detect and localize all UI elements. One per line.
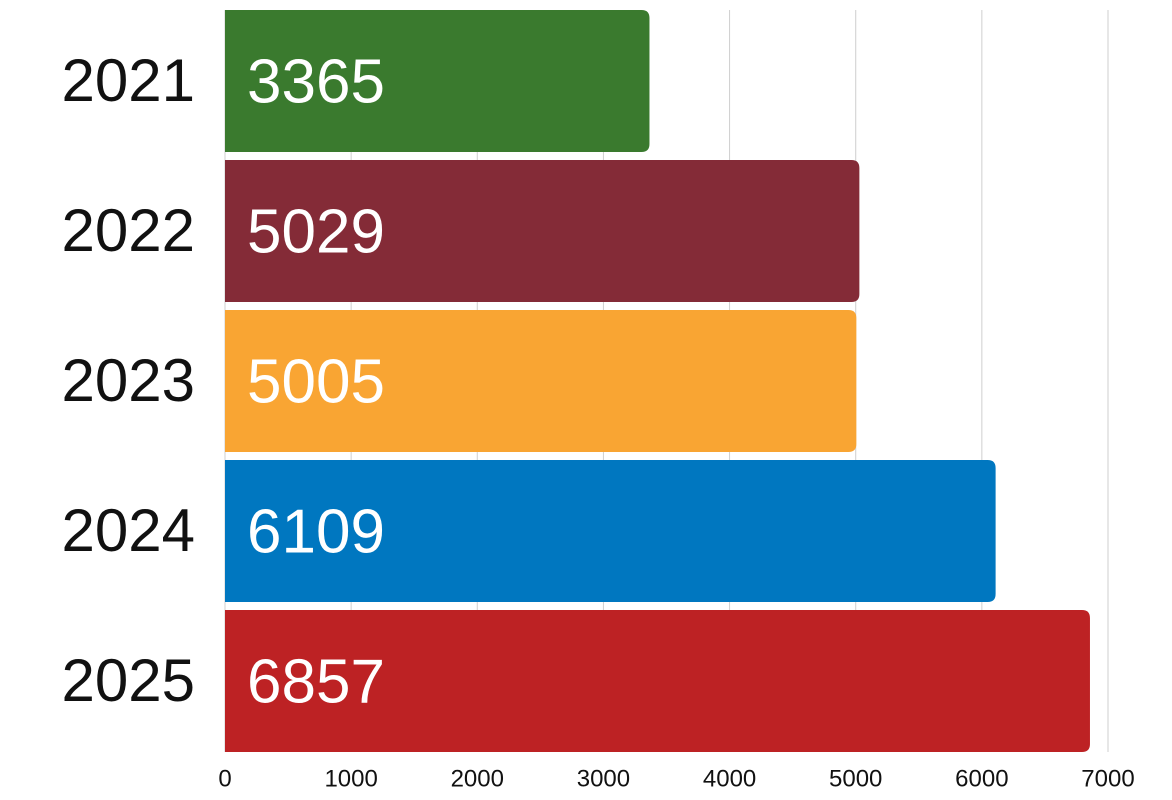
x-tick-label: 6000 — [955, 765, 1008, 792]
y-tick-label: 2022 — [62, 197, 195, 264]
x-tick-label: 1000 — [324, 765, 377, 792]
bar — [225, 460, 996, 602]
y-tick-label: 2025 — [62, 647, 195, 714]
bar — [225, 310, 857, 452]
y-tick-label: 2023 — [62, 347, 195, 414]
data-label: 6857 — [247, 647, 385, 716]
data-label: 3365 — [247, 47, 385, 116]
bar — [225, 10, 650, 152]
data-label: 5029 — [247, 197, 385, 266]
data-label: 5005 — [247, 347, 385, 416]
bar — [225, 160, 860, 302]
bar — [225, 610, 1090, 752]
y-tick-label: 2021 — [62, 47, 195, 114]
y-tick-label: 2024 — [62, 497, 195, 564]
x-tick-label: 2000 — [451, 765, 504, 792]
x-tick-label: 3000 — [577, 765, 630, 792]
data-label: 6109 — [247, 497, 385, 566]
x-tick-label: 4000 — [703, 765, 756, 792]
x-tick-label: 0 — [218, 765, 231, 792]
x-tick-label: 7000 — [1081, 765, 1134, 792]
x-tick-label: 5000 — [829, 765, 882, 792]
